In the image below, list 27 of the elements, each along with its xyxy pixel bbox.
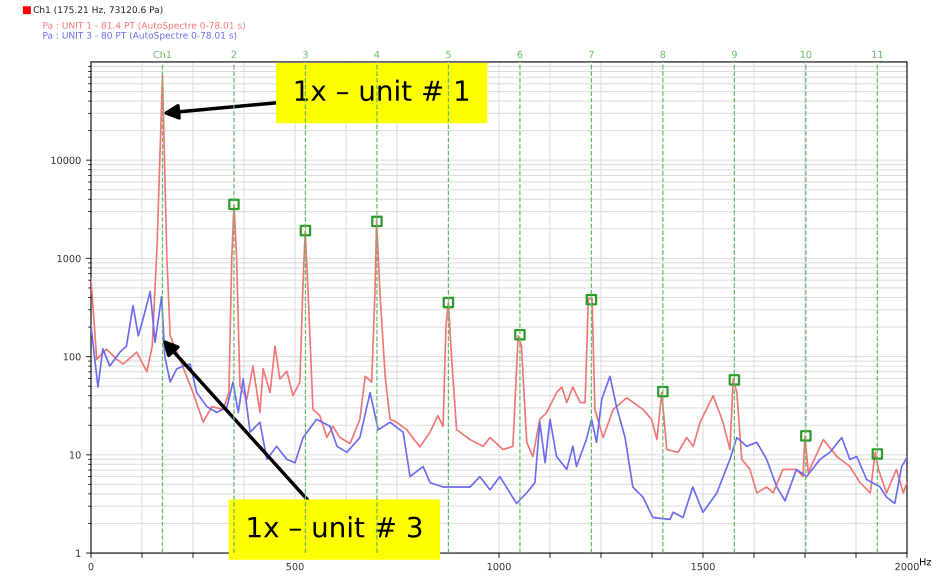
y-tick-label: 1	[76, 550, 80, 557]
y-tick-label: 10	[70, 451, 81, 459]
text: 8	[660, 50, 666, 58]
x-tick-label: 500	[286, 562, 304, 570]
text: Ch1 (175.21 Hz, 73120.6 Pa)	[34, 6, 162, 14]
y-tick-label: 10000	[51, 156, 81, 164]
text: 3	[303, 50, 308, 58]
x-tick-label: 0	[88, 562, 94, 570]
text: Ch1	[153, 50, 172, 58]
text: 6	[518, 50, 522, 58]
x-tick-label: 2000	[895, 562, 919, 570]
annotation: 1x – unit # 3	[248, 516, 422, 538]
text: 9	[732, 50, 737, 58]
text: 11	[872, 50, 883, 58]
x-tick-label: 1000	[488, 562, 511, 570]
annotation: 1x – unit # 1	[296, 80, 468, 102]
text: 5	[446, 50, 451, 58]
text: Pa : UNIT 3 - 80 PT (AutoSpectre 0-78.01 s)	[43, 32, 236, 40]
y-tick-label: 1000	[58, 254, 81, 262]
text: Pa : UNIT 1 - 81.4 PT (AutoSpectre 0-78.01 s)	[43, 22, 245, 31]
text: 10	[800, 50, 812, 58]
x-axis-title: Hz	[920, 558, 932, 566]
text: 4	[374, 50, 380, 58]
text: 2	[232, 50, 236, 58]
x-tick-label: 1500	[692, 562, 715, 570]
text: 7	[589, 50, 594, 58]
y-tick-label: 100	[64, 353, 81, 360]
